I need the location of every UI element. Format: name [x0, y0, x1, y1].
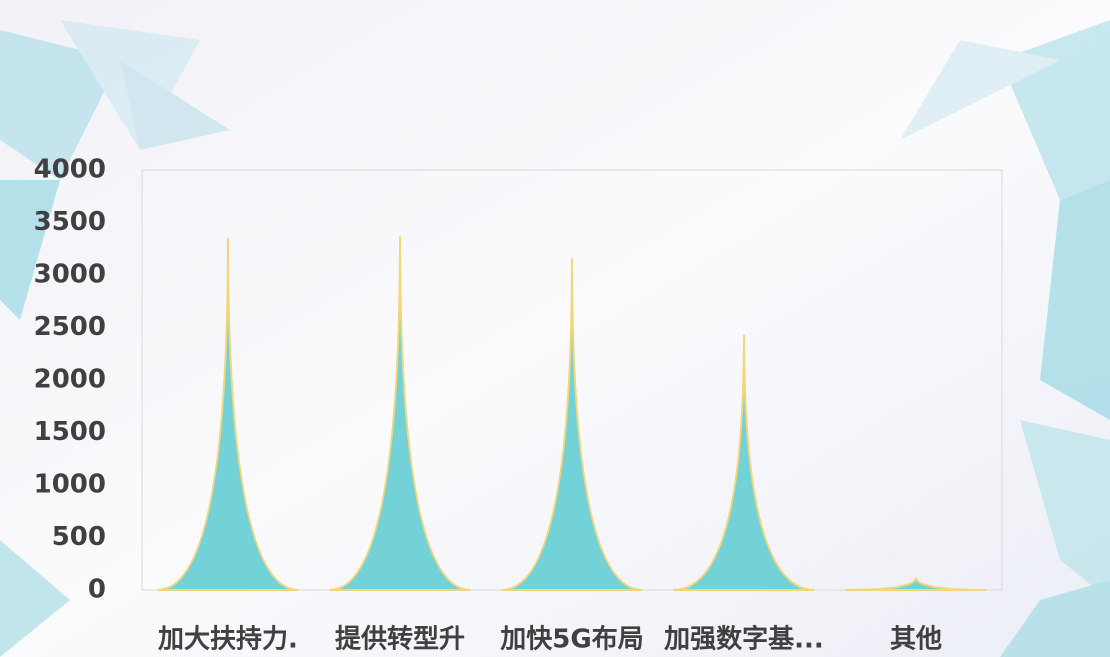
- y-tick-label: 500: [52, 522, 106, 552]
- spike-bar: [501, 258, 643, 591]
- x-tick-label: 加大扶持力.: [158, 625, 298, 655]
- spike-bar: [673, 334, 815, 591]
- spike-bar: [157, 238, 299, 591]
- y-tick-label: 1000: [34, 470, 106, 500]
- spike-bar: [329, 236, 471, 591]
- y-tick-label: 4000: [34, 155, 106, 185]
- x-tick-label: 加快5G布局: [500, 625, 643, 655]
- decoration: [0, 20, 1110, 657]
- x-tick-label: 提供转型升: [335, 625, 465, 655]
- y-tick-label: 1500: [34, 417, 106, 447]
- y-tick-label: 2500: [34, 312, 106, 342]
- spike-bar: [845, 577, 987, 591]
- y-tick-label: 0: [88, 575, 106, 605]
- y-tick-label: 2000: [34, 365, 106, 395]
- y-tick-label: 3000: [34, 260, 106, 290]
- x-tick-label: 其他: [890, 625, 942, 655]
- x-tick-label: 加强数字基...: [664, 624, 824, 655]
- y-tick-label: 3500: [34, 207, 106, 237]
